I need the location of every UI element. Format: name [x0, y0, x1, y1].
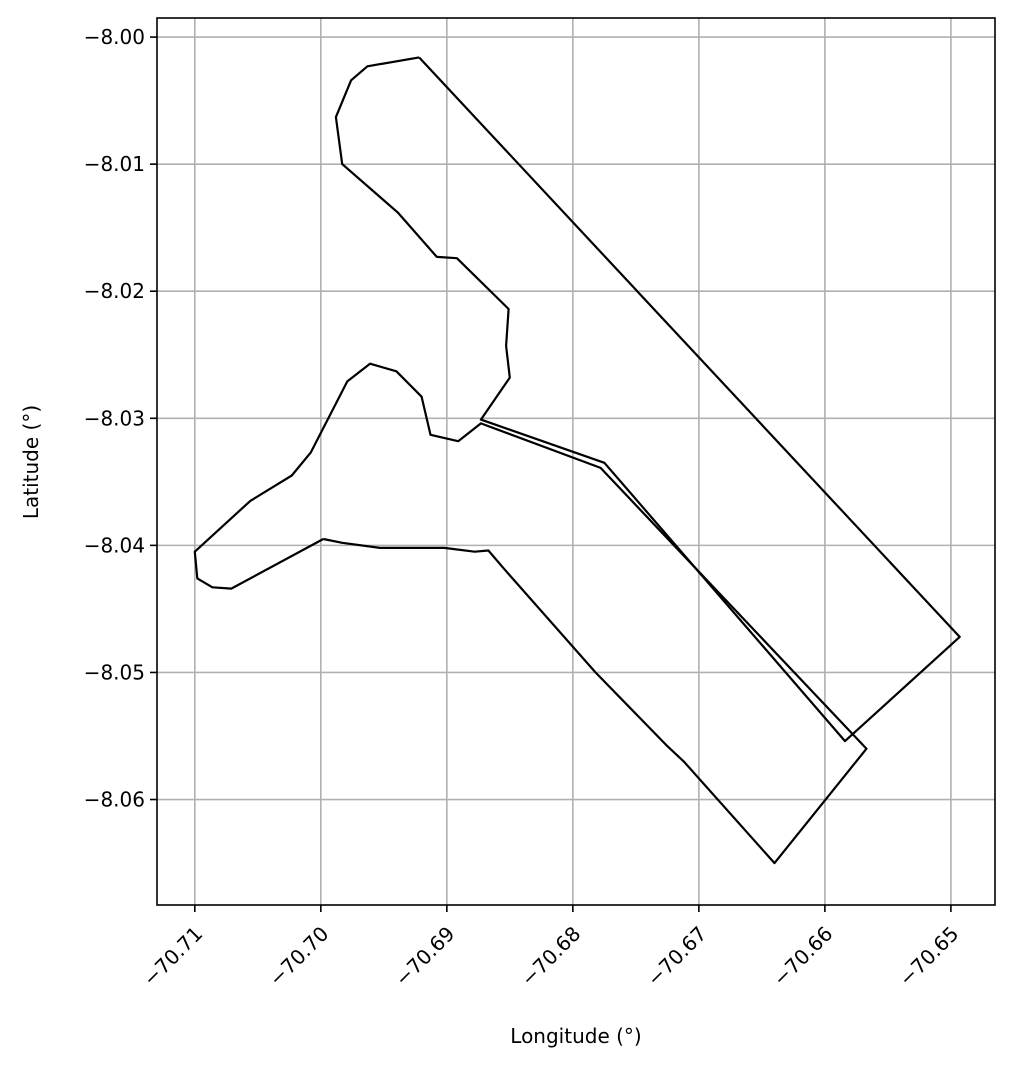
y-tick-label: −8.05: [84, 660, 145, 684]
boundary-polygon-1: [334, 56, 961, 743]
y-axis-label: Latitude (°): [19, 405, 43, 519]
y-tick-label: −8.02: [84, 279, 145, 303]
plot-frame: [156, 17, 996, 906]
y-tick-label: −8.03: [84, 406, 145, 430]
grid-lines: [157, 18, 995, 905]
y-tick-label: −8.04: [84, 533, 145, 557]
boundary-polygon-2: [193, 362, 868, 865]
plot-area: [193, 56, 961, 865]
x-axis-label: Longitude (°): [510, 1024, 641, 1048]
y-tick-label: −8.00: [84, 25, 145, 49]
y-tick-label: −8.01: [84, 152, 145, 176]
y-tick-label: −8.06: [84, 788, 145, 812]
